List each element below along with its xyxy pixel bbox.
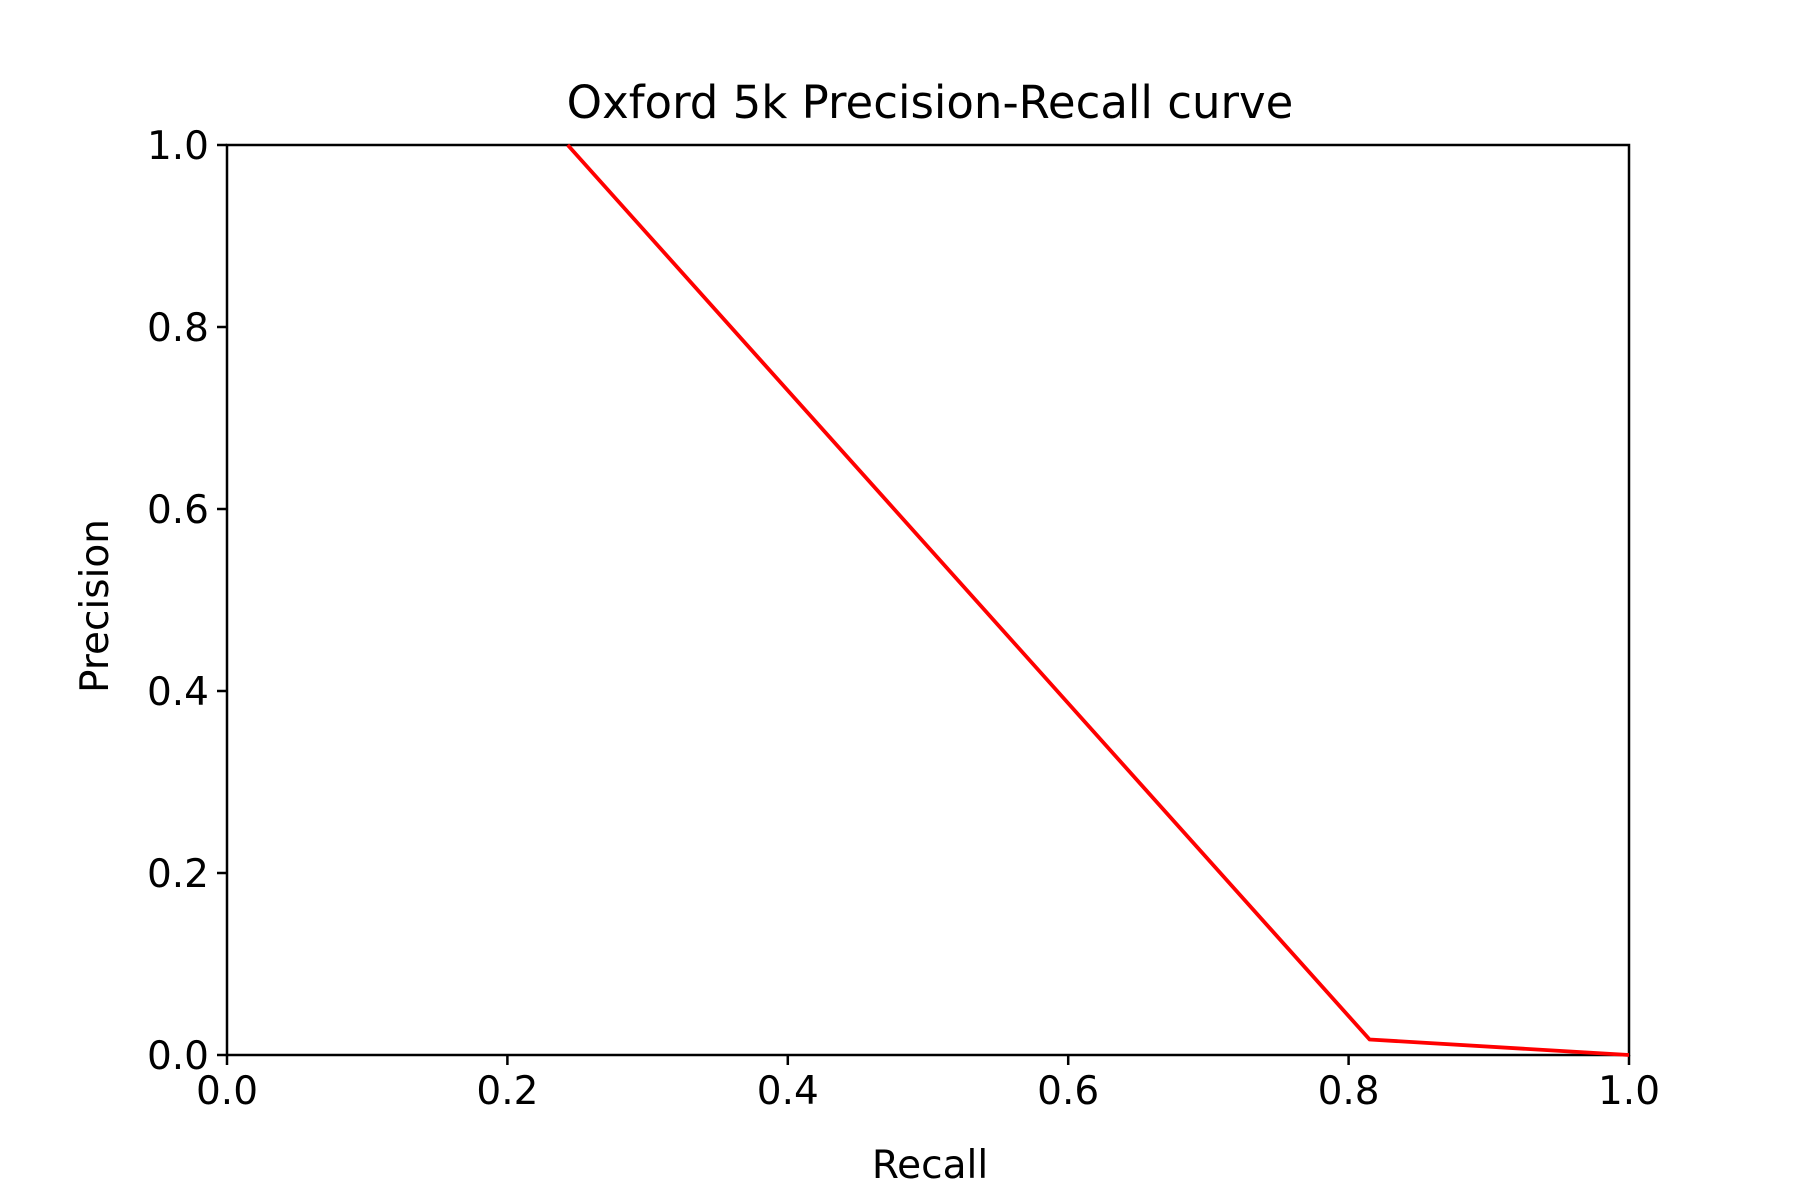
y-tick-label: 0.4 [147,670,209,715]
x-tick-label: 0.6 [1037,1069,1099,1114]
chart-title: Oxford 5k Precision-Recall curve [567,76,1294,129]
y-tick-label: 0.0 [147,1034,209,1079]
x-tick-label: 0.8 [1318,1069,1380,1114]
plot-area: 0.0 0.2 0.4 0.6 0.8 1.0 0.0 0.2 0.4 0.6 0.8 1.0 [147,124,1660,1114]
series-line-0 [566,143,1630,1057]
x-axis-label: Recall [872,1143,988,1188]
y-tick-label: 0.8 [147,306,209,351]
y-tick-label: 1.0 [147,124,209,169]
x-tick-label: 1.0 [1598,1069,1660,1114]
axes-frame [225,143,1631,1057]
x-tick-label: 0.0 [196,1069,258,1114]
x-tick-label: 0.2 [476,1069,538,1114]
y-tick-label: 0.6 [147,488,209,533]
y-tick-label: 0.2 [147,852,209,897]
x-tick-label: 0.4 [757,1069,819,1114]
y-axis-label: Precision [73,519,118,693]
